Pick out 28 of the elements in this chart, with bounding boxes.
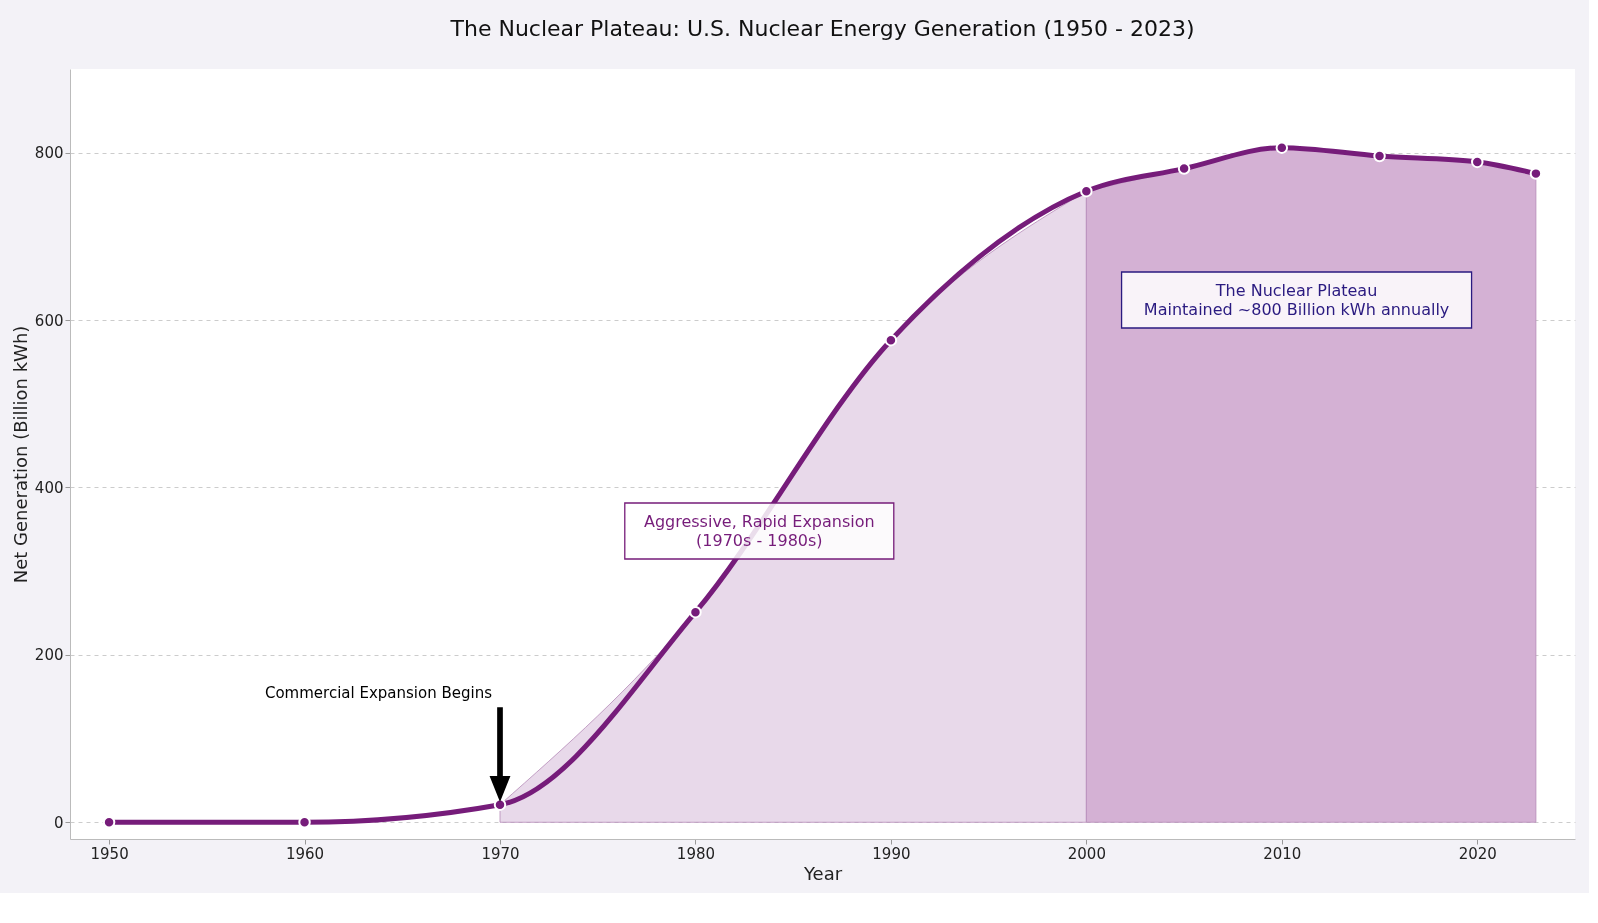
x-tick-label: 1980 xyxy=(676,844,716,863)
point xyxy=(493,798,507,811)
annotation: The Nuclear Plateau Maintained ~800 Billion kWh annually xyxy=(1143,281,1450,319)
y-tick-label: 0 xyxy=(53,813,64,832)
point xyxy=(1275,141,1289,154)
y-axis-title: Net Generation (Billion kWh) xyxy=(9,325,31,584)
point xyxy=(1529,167,1543,180)
x-tick-label: 2000 xyxy=(1067,844,1106,863)
y-tick-label: 800 xyxy=(34,144,64,163)
annotation: Aggressive, Rapid Expansion (1970s - 1980s) xyxy=(643,512,875,550)
y-tick-label: 200 xyxy=(34,646,64,665)
y-tick-label: 400 xyxy=(34,478,64,497)
chart-title: The Nuclear Plateau: U.S. Nuclear Energy Generation (1950 - 2023) xyxy=(449,16,1195,41)
x-tick-label: 1960 xyxy=(285,844,325,863)
x-tick-label: 2010 xyxy=(1263,844,1302,863)
point xyxy=(689,605,702,619)
x-tick-label: 2020 xyxy=(1458,844,1497,863)
x-axis-title: Year xyxy=(802,862,843,884)
point xyxy=(1177,162,1191,175)
point xyxy=(102,816,116,829)
point xyxy=(1373,149,1386,163)
x-tick-label: 1970 xyxy=(481,844,520,863)
x-tick-label: 1950 xyxy=(90,844,129,863)
y-tick-label: 600 xyxy=(34,311,64,330)
x-tick-label: 1990 xyxy=(872,844,911,863)
annotation: Commercial Expansion Begins xyxy=(264,683,493,702)
point xyxy=(1471,155,1484,169)
point xyxy=(884,333,898,347)
